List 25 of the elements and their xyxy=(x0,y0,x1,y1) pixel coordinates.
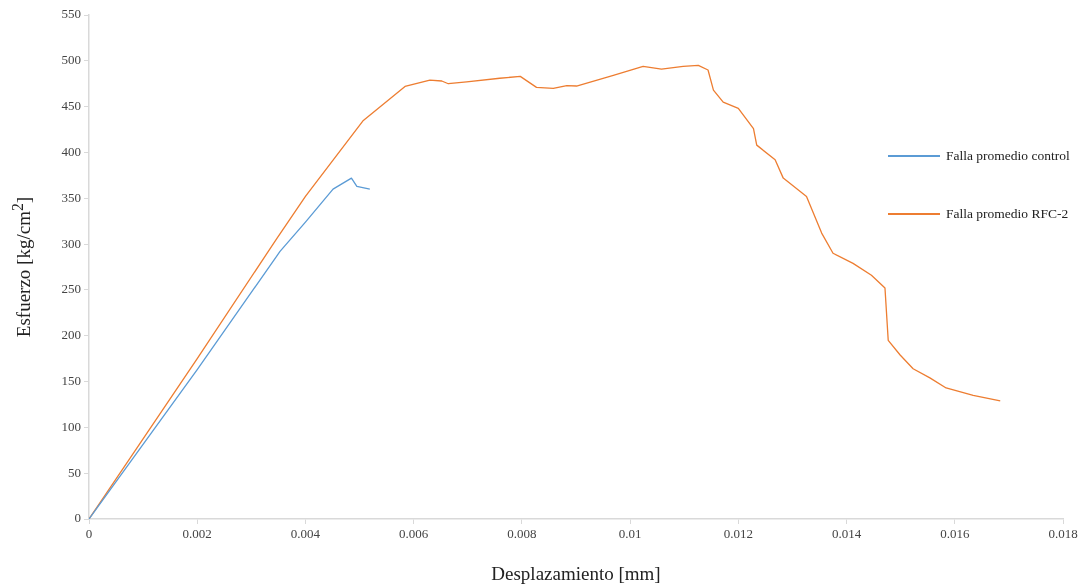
x-tick-label: 0.006 xyxy=(399,526,429,542)
y-tick-label: 300 xyxy=(61,235,81,251)
x-tick-label: 0.018 xyxy=(1048,526,1078,542)
y-tick-label: 0 xyxy=(74,510,81,526)
y-tick-label: 150 xyxy=(61,372,81,388)
x-tick-label: 0.012 xyxy=(723,526,753,542)
y-tick-label: 400 xyxy=(61,143,81,159)
y-tick-label: 550 xyxy=(61,6,81,22)
x-tick-label: 0.014 xyxy=(831,526,862,542)
x-tick-label: 0.008 xyxy=(507,526,537,542)
y-tick-label: 250 xyxy=(61,281,81,297)
y-tick-label: 350 xyxy=(61,189,81,205)
x-tick-label: 0.01 xyxy=(618,526,642,542)
legend-label: Falla promedio control xyxy=(946,148,1070,164)
x-tick-label: 0.004 xyxy=(290,526,321,542)
x-tick-label: 0.002 xyxy=(182,526,212,542)
y-tick-label: 500 xyxy=(61,52,81,68)
x-axis-title: Desplazamiento [mm] xyxy=(490,563,662,585)
x-tick-label: 0.016 xyxy=(940,526,970,542)
y-tick-label: 200 xyxy=(61,327,81,343)
legend-label: Falla promedio RFC-2 xyxy=(946,206,1069,222)
x-tick-label: 0 xyxy=(85,526,93,542)
y-tick-label: 50 xyxy=(68,464,81,480)
y-tick-label: 450 xyxy=(61,98,81,114)
y-tick-label: 100 xyxy=(61,418,81,434)
